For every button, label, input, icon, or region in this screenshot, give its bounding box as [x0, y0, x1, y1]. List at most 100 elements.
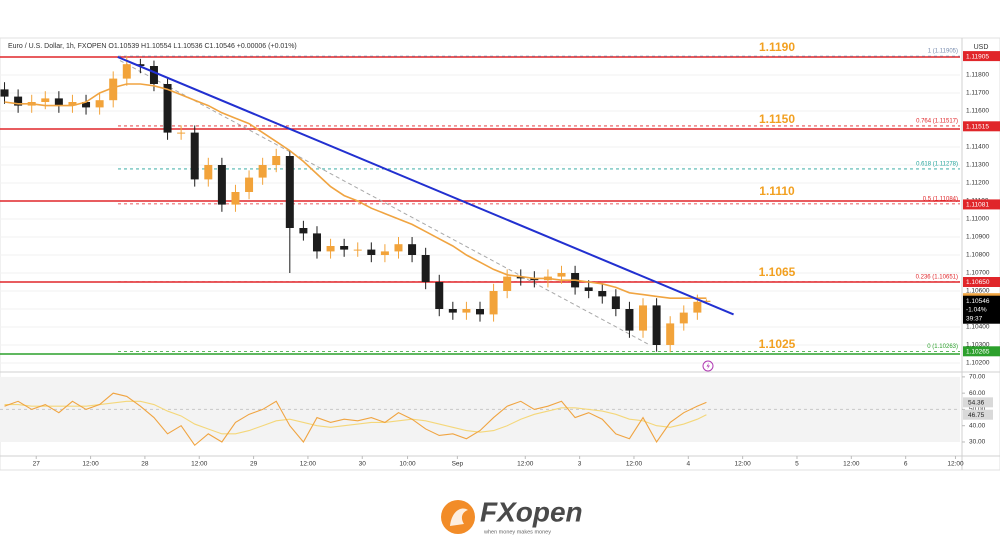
currency: USD [974, 44, 989, 51]
y-tick-label: 1.11800 [966, 72, 989, 79]
moving-average [4, 83, 707, 300]
candle-body [421, 255, 430, 282]
candle-body [272, 156, 281, 165]
x-tick-label: 27 [33, 461, 41, 468]
last-price-countdown: 39:37 [966, 315, 983, 322]
candle-body [14, 96, 23, 106]
candle-body [625, 309, 634, 331]
candle-body [584, 287, 593, 291]
candle-body [54, 98, 63, 106]
y-tick-label: 1.11200 [966, 180, 989, 187]
price-marker [963, 51, 1000, 62]
fib-label: 1 (1.11905) [928, 49, 958, 55]
y-tick-label: 70.00 [969, 374, 986, 381]
candle-body [476, 309, 484, 315]
y-tick-label: 1.11400 [966, 144, 989, 151]
price-marker-label: 1.10650 [966, 279, 990, 286]
candle-body [693, 301, 702, 313]
price-marker [963, 346, 1000, 357]
candle-body [231, 192, 240, 205]
level-label: 1.1190 [759, 40, 795, 54]
trendline [117, 56, 734, 316]
candle-body [598, 291, 607, 297]
x-tick-label: Sep [452, 461, 464, 468]
candle-body [41, 98, 50, 102]
candle-body [489, 291, 498, 315]
candle-body [408, 244, 417, 255]
logo-tagline: when money makes money [483, 529, 551, 535]
candle-body [136, 64, 145, 66]
header: Euro / U.S. Dollar, 1h, FXOPEN O1.10539 … [8, 43, 297, 50]
x-tick-label: 6 [904, 461, 908, 468]
logo: FXopen when money makes money [441, 496, 583, 535]
candle-body [258, 165, 267, 178]
y-tick-label: 1.10800 [966, 252, 990, 259]
x-tick-label: 12:00 [735, 461, 752, 468]
candle-body [245, 177, 254, 192]
price-pane: 1.102001.103001.104001.105001.106001.107… [0, 40, 1000, 367]
price-marker-label: 1.11515 [966, 124, 989, 131]
candle-body [666, 323, 675, 345]
candle-body [503, 276, 512, 291]
x-tick-label: 10:00 [399, 461, 416, 468]
x-tick-label: 12:00 [82, 461, 99, 468]
y-tick-label: 60.00 [969, 390, 986, 397]
candle-body [435, 282, 444, 309]
price-marker-label: 1.11905 [966, 53, 989, 60]
x-tick-label: 5 [795, 461, 799, 468]
candle-body [122, 64, 131, 79]
candle-body [217, 165, 226, 205]
x-tick-label: 12:00 [300, 461, 317, 468]
rsi-line [4, 400, 707, 435]
y-tick-label: 1.10300 [966, 342, 990, 349]
price-marker-label: 1.11081 [966, 202, 989, 209]
rsi-pane: 30.00 40.00 50.00 60.00 70.00 27 12:00 28 12:00 2… [0, 374, 993, 468]
x-tick-label: 12:00 [191, 461, 208, 468]
logo-brand: FXopen [480, 496, 583, 527]
last-price-marker [963, 295, 1000, 324]
x-tick-label: 12:00 [843, 461, 860, 468]
x-tick-label: 12:00 [517, 461, 534, 468]
y-tick-label: 1.10600 [966, 288, 990, 295]
x-tick-label: 3 [578, 461, 582, 468]
candle-body [95, 100, 104, 108]
fib-label: 0 (1.10263) [927, 344, 958, 350]
y-tick-label: 1.11000 [966, 216, 989, 223]
candle-body [530, 278, 539, 281]
y-tick-label: 1.10700 [966, 270, 990, 277]
candle-body [0, 89, 9, 97]
candle-body [82, 102, 91, 108]
candle-body [367, 249, 376, 255]
candle-body [326, 246, 335, 252]
candle-body [340, 246, 349, 250]
x-tick-label: 29 [250, 461, 258, 468]
y-tick-label: 50.00 [969, 406, 986, 413]
candle-body [285, 156, 294, 228]
rsi-marker-label: 54.36 [968, 400, 985, 407]
level-label: 1.1110 [759, 184, 795, 198]
candle-body [448, 309, 457, 313]
candle-body [353, 249, 362, 251]
fib-label: 0.618 (1.11278) [916, 162, 958, 168]
rsi-marker [963, 409, 993, 420]
x-tick-label: 12:00 [947, 461, 964, 468]
candle-body [299, 228, 308, 234]
candle-body [109, 78, 118, 101]
fib-label: 0.236 (1.10651) [916, 274, 958, 280]
candle-body [557, 273, 566, 277]
candle-body [394, 244, 403, 252]
y-tick-label: 1.10200 [966, 360, 990, 367]
candle-body [177, 132, 186, 134]
candle-body [639, 305, 648, 331]
candle-body [679, 312, 688, 324]
y-tick-label: 1.10900 [966, 234, 990, 241]
channel-line [119, 60, 651, 346]
candle-body [149, 66, 158, 84]
price-marker [963, 199, 1000, 210]
x-tick-label: 4 [686, 461, 690, 468]
level-label: 1.1150 [759, 112, 795, 126]
candle-body [380, 251, 389, 255]
rsi-marker [963, 397, 993, 408]
